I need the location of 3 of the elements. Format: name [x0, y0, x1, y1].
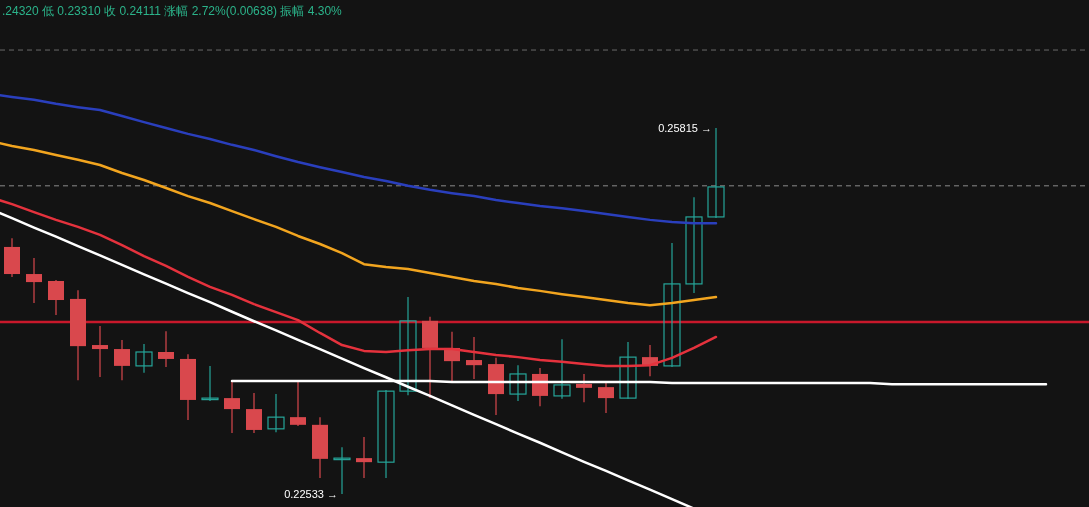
- annotation: 0.22533 →: [284, 488, 338, 500]
- title: .24320 低 0.23310 收 0.24111 涨幅 2.72%(0.00638) 振幅 4.30%: [2, 4, 342, 18]
- annotation: 0.25815 →: [658, 122, 712, 134]
